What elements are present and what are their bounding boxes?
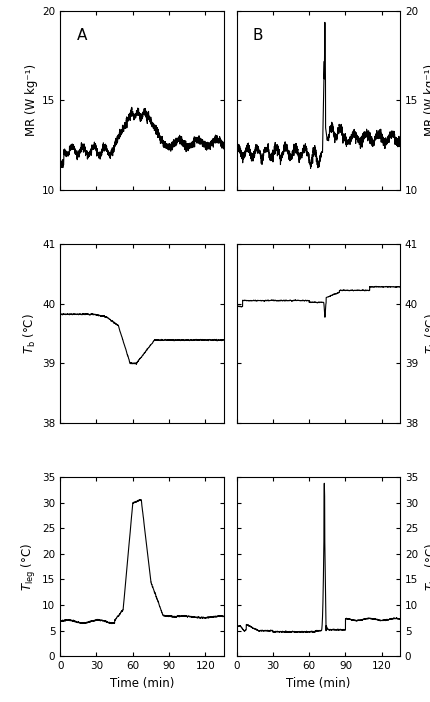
Y-axis label: $T_\mathrm{leg}$ (°C): $T_\mathrm{leg}$ (°C) — [424, 543, 430, 590]
X-axis label: Time (min): Time (min) — [286, 677, 350, 690]
Y-axis label: $T_\mathrm{b}$ (°C): $T_\mathrm{b}$ (°C) — [424, 313, 430, 354]
Text: B: B — [253, 29, 264, 44]
Y-axis label: MR (W kg⁻¹): MR (W kg⁻¹) — [25, 64, 38, 136]
X-axis label: Time (min): Time (min) — [110, 677, 174, 690]
Y-axis label: $T_\mathrm{b}$ (°C): $T_\mathrm{b}$ (°C) — [22, 313, 38, 354]
Text: A: A — [77, 29, 87, 44]
Y-axis label: MR (W kg⁻¹): MR (W kg⁻¹) — [424, 64, 430, 136]
Y-axis label: $T_\mathrm{leg}$ (°C): $T_\mathrm{leg}$ (°C) — [20, 543, 38, 590]
